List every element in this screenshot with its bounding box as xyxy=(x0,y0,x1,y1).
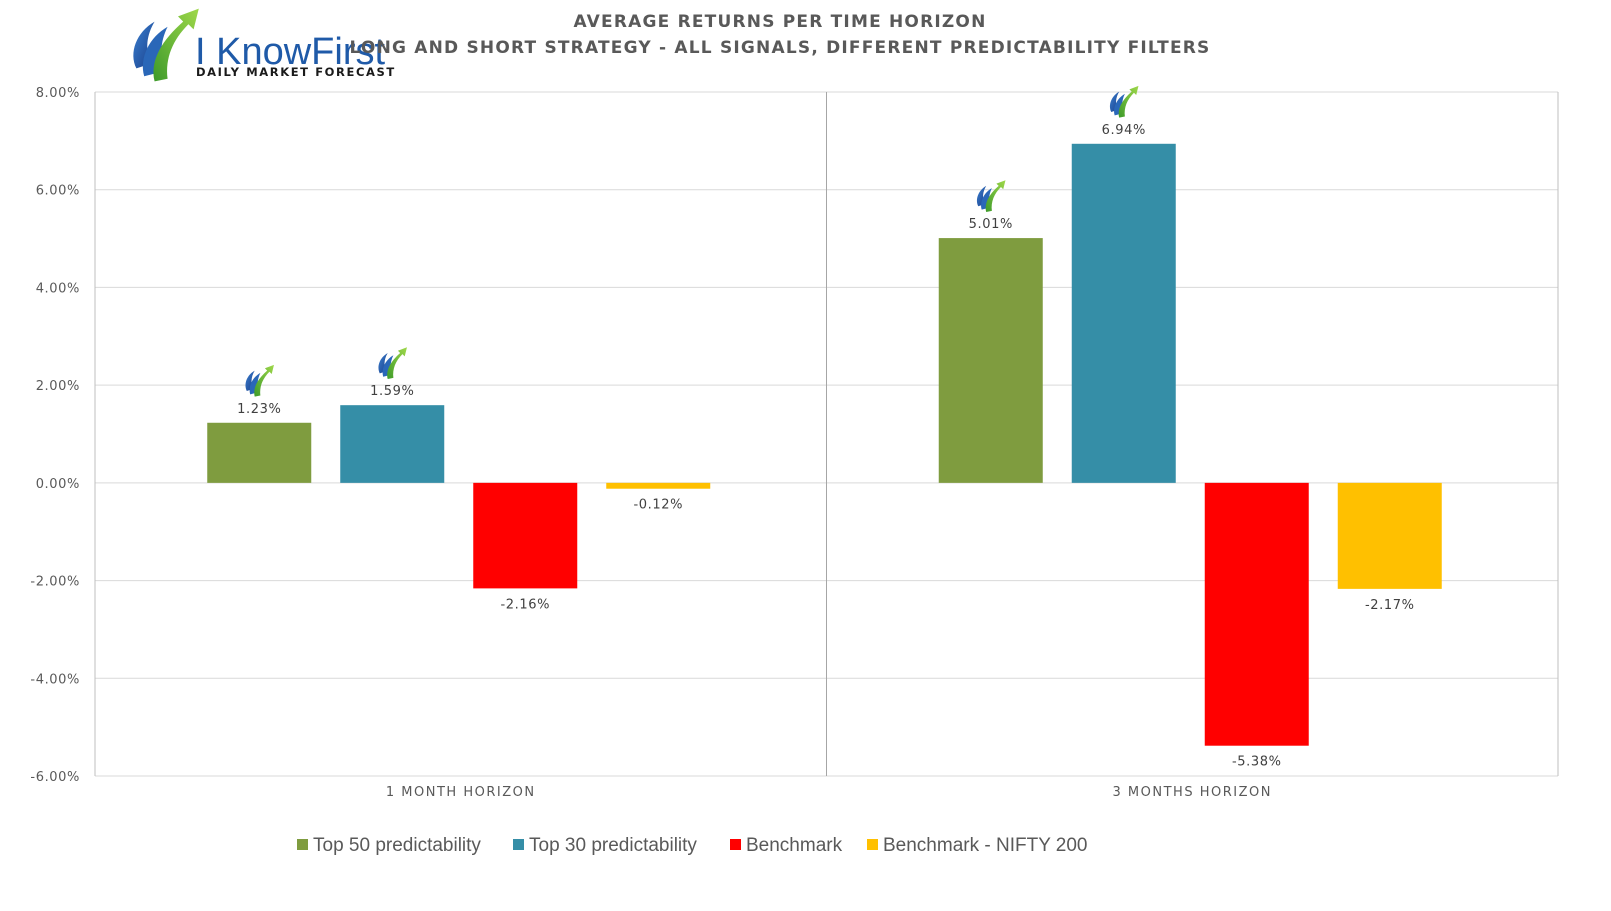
bar-data-label: 5.01% xyxy=(969,217,1013,232)
legend-item: Top 30 predictability xyxy=(513,835,697,856)
bar xyxy=(340,405,445,483)
bar-data-label: -5.38% xyxy=(1232,755,1282,770)
legend-swatch xyxy=(730,839,741,850)
logo-icon xyxy=(133,8,199,82)
iknowfirst-logo-icon xyxy=(245,364,274,397)
legend-item: Top 50 predictability xyxy=(297,835,481,856)
y-axis: 8.00% 6.00% 4.00% 2.00% 0.00% -2.00% -4.00% -6.… xyxy=(30,86,80,785)
data-labels: 1.23% 5.01% 1.59% 6.94% -2.16% -5.38% -0.12% -2… xyxy=(237,123,1414,770)
legend-swatch xyxy=(297,839,308,850)
bar-data-label: 1.59% xyxy=(370,384,414,399)
bar xyxy=(1337,482,1442,589)
iknowfirst-logo-icon xyxy=(976,180,1006,212)
legend-label: Benchmark xyxy=(746,835,843,856)
y-tick-label: -4.00% xyxy=(30,672,80,687)
y-tick-label: 6.00% xyxy=(36,184,80,199)
bar xyxy=(207,422,312,483)
iknowfirst-logo-icon xyxy=(1109,85,1139,118)
bar-data-label: -2.16% xyxy=(500,597,550,612)
legend-swatch xyxy=(867,839,878,850)
bar xyxy=(473,482,578,589)
y-tick-label: 4.00% xyxy=(36,281,80,296)
chart-subtitle: LONG AND SHORT STRATEGY - ALL SIGNALS, D… xyxy=(349,38,1210,58)
bar-data-label: -2.17% xyxy=(1365,598,1415,613)
y-tick-label: 2.00% xyxy=(36,379,80,394)
logo-tagline: Daily Market Forecast xyxy=(196,65,396,79)
bar xyxy=(606,482,711,489)
bar-data-label: 6.94% xyxy=(1102,123,1146,138)
legend-item: Benchmark - NIFTY 200 xyxy=(867,835,1088,856)
bar xyxy=(1071,143,1176,483)
y-tick-label: -2.00% xyxy=(30,575,80,590)
y-tick-label: 0.00% xyxy=(36,477,80,492)
bar-data-label: 1.23% xyxy=(237,402,281,417)
iknowfirst-logo-icon xyxy=(378,347,407,380)
logo-brand-name: I KnowFirst xyxy=(195,31,385,73)
bar-data-label: -0.12% xyxy=(633,498,683,513)
bar xyxy=(938,238,1043,483)
legend-swatch xyxy=(513,839,524,850)
brand-logo: I KnowFirst Daily Market Forecast xyxy=(133,8,396,82)
legend: Top 50 predictability Top 30 predictabili… xyxy=(297,835,1088,856)
legend-label: Top 30 predictability xyxy=(529,835,697,856)
legend-label: Top 50 predictability xyxy=(313,835,481,856)
legend-item: Benchmark xyxy=(730,835,843,856)
legend-label: Benchmark - NIFTY 200 xyxy=(883,835,1088,856)
x-axis: 1 MONTH HORIZON 3 MONTHS HORIZON xyxy=(94,92,1559,800)
y-tick-label: -6.00% xyxy=(30,770,80,785)
x-category-label: 3 MONTHS HORIZON xyxy=(1113,785,1272,800)
bars xyxy=(207,143,1442,746)
bar xyxy=(1204,482,1309,746)
x-category-label: 1 MONTH HORIZON xyxy=(386,785,536,800)
y-tick-label: 8.00% xyxy=(36,86,80,101)
chart-title: AVERAGE RETURNS PER TIME HORIZON xyxy=(573,12,986,32)
